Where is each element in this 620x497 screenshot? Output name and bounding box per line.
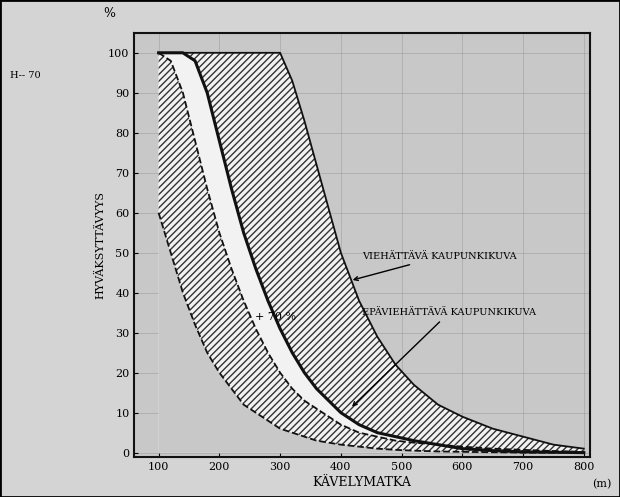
Text: %: % bbox=[104, 7, 115, 20]
Text: VIEHÄTTÄVÄ KAUPUNKIKUVA: VIEHÄTTÄVÄ KAUPUNKIKUVA bbox=[354, 252, 516, 280]
Text: EPÄVIEHÄTTÄVÄ KAUPUNKIKUVA: EPÄVIEHÄTTÄVÄ KAUPUNKIKUVA bbox=[353, 308, 536, 406]
Text: (m): (m) bbox=[592, 479, 611, 490]
Text: H-- 70: H-- 70 bbox=[11, 71, 41, 80]
X-axis label: KÄVELYMATKA: KÄVELYMATKA bbox=[312, 476, 412, 489]
Text: + 70 %: + 70 % bbox=[255, 312, 296, 322]
Y-axis label: HYVÄKSYTTÄVYYS: HYVÄKSYTTÄVYYS bbox=[95, 191, 105, 299]
